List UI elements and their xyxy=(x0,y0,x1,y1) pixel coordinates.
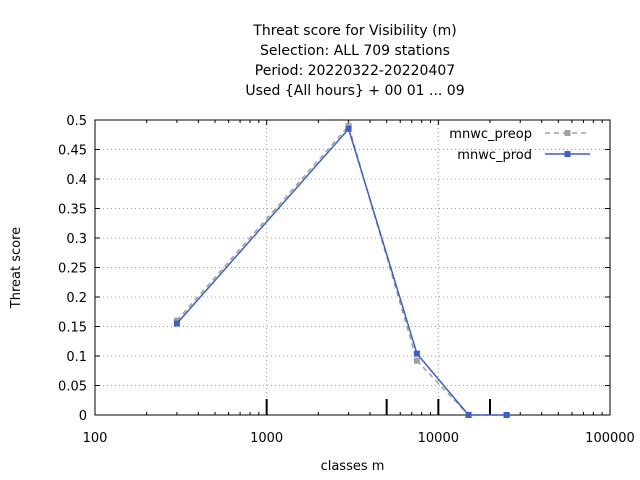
y-tick-label: 0.2 xyxy=(66,291,87,306)
title-line-3: Period: 20220322-20220407 xyxy=(255,63,455,79)
y-tick-label: 0.25 xyxy=(58,262,87,277)
y-tick-label: 0.4 xyxy=(66,173,87,188)
x-tick-label: 1000 xyxy=(250,431,283,446)
x-axis-label: classes m xyxy=(321,459,385,474)
grid xyxy=(95,120,610,415)
y-tick-label: 0.05 xyxy=(58,380,87,395)
data-point xyxy=(345,125,352,132)
chart-title: Threat score for Visibility (m) Selectio… xyxy=(245,23,464,99)
series-line xyxy=(176,127,507,416)
data-point xyxy=(503,412,510,418)
data-point xyxy=(173,320,180,327)
y-axis-ticks: 0 0.05 0.1 0.15 0.2 0.25 0.3 0.35 0.4 0.45 0.5 xyxy=(58,114,610,424)
series-mnwc_prod xyxy=(173,125,510,418)
legend-marker xyxy=(564,130,571,136)
y-tick-label: 0.35 xyxy=(58,203,87,218)
y-tick-label: 0.3 xyxy=(66,232,87,247)
legend: mnwc_preop mnwc_prod xyxy=(449,127,590,163)
data-point xyxy=(413,357,420,364)
title-line-1: Threat score for Visibility (m) xyxy=(252,23,456,39)
title-line-2: Selection: ALL 709 stations xyxy=(260,43,450,59)
x-tick-label: 100 xyxy=(83,431,108,446)
x-tick-label: 10000 xyxy=(418,431,459,446)
legend-label: mnwc_prod xyxy=(457,148,532,163)
legend-label: mnwc_preop xyxy=(449,127,532,142)
x-tick-label: 100000 xyxy=(585,431,635,446)
data-point xyxy=(413,350,420,357)
legend-marker xyxy=(564,151,571,157)
title-line-4: Used {All hours} + 00 01 ... 09 xyxy=(245,83,464,99)
y-axis-label: Threat score xyxy=(9,227,24,309)
series xyxy=(173,122,510,418)
x-axis-ticks: 100 1000 10000 100000 xyxy=(83,120,635,446)
y-tick-label: 0.15 xyxy=(58,321,87,336)
data-point xyxy=(465,412,472,418)
y-tick-label: 0.45 xyxy=(58,144,87,159)
y-tick-label: 0.1 xyxy=(66,350,87,365)
series-line xyxy=(176,124,507,416)
y-tick-label: 0.5 xyxy=(66,114,87,129)
y-tick-label: 0 xyxy=(79,409,87,424)
plot-frame xyxy=(94,119,611,416)
